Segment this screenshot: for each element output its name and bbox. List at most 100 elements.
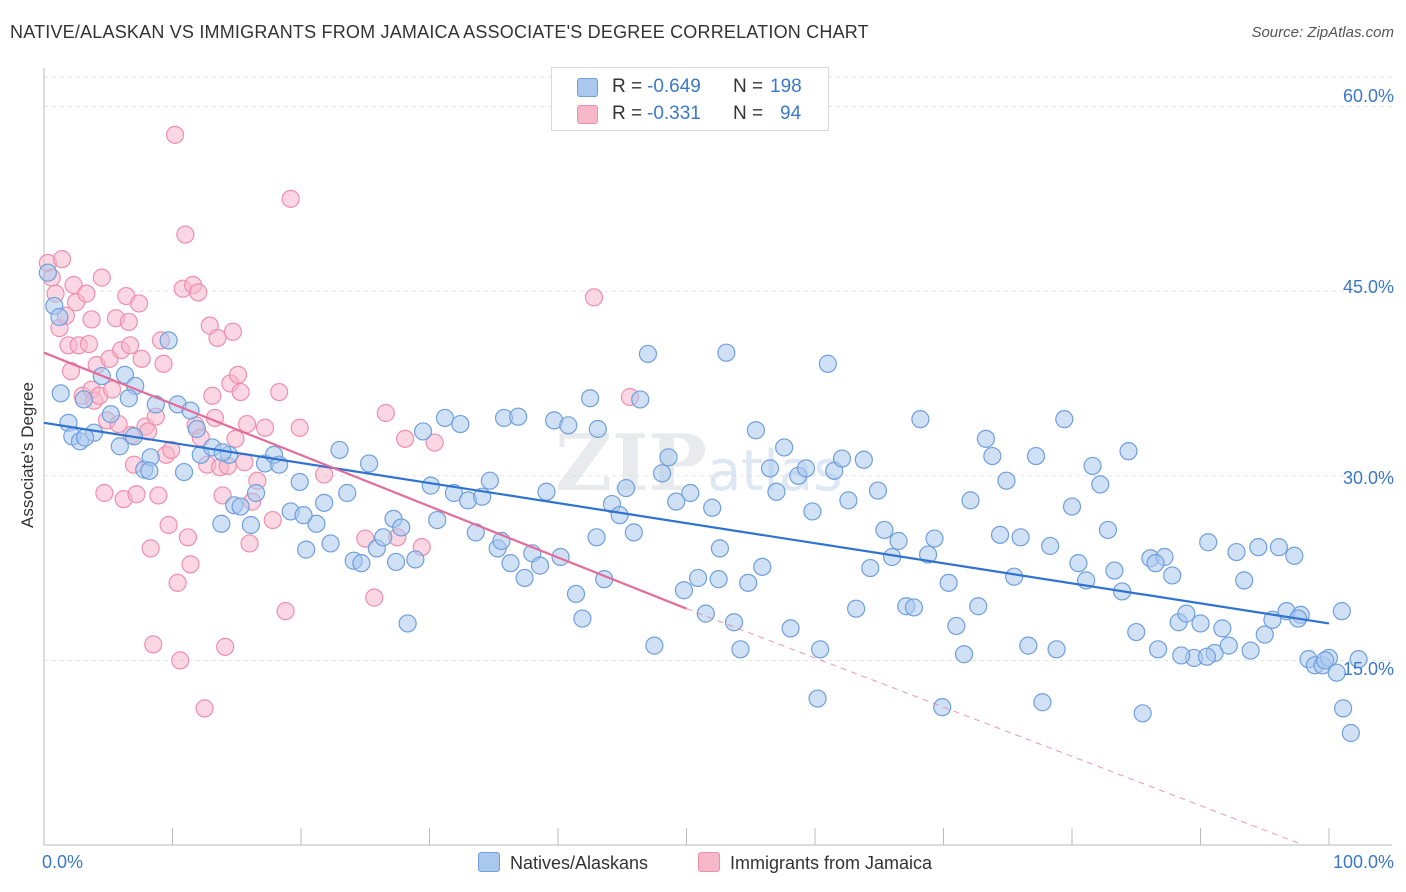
jamaica-point (165, 125, 185, 144)
natives-point (1098, 520, 1118, 540)
jamaica-point (129, 294, 149, 313)
jamaica-point (223, 322, 242, 341)
natives-point (1026, 446, 1046, 466)
natives-point (911, 410, 930, 429)
natives-point (74, 390, 93, 409)
y-tick-label: 30.0% (1342, 468, 1394, 488)
natives-point (746, 421, 765, 440)
y-tick-label: 15.0% (1342, 659, 1394, 679)
natives-point (983, 446, 1002, 466)
natives-point (624, 523, 643, 542)
natives-point (119, 389, 138, 408)
natives-point (559, 416, 578, 435)
source-label: Source: ZipAtlas.com (1251, 24, 1394, 41)
jamaica-point (213, 486, 232, 505)
jamaica-legend-swatch (698, 852, 720, 872)
jamaica-trend-extension (686, 608, 1304, 846)
natives-point (338, 483, 357, 503)
jamaica-point (231, 382, 250, 402)
n-label: N = (733, 103, 764, 124)
natives-point (392, 518, 411, 537)
natives-point (753, 557, 772, 576)
y-tick-label: 60.0% (1342, 86, 1394, 106)
natives-point (796, 459, 816, 478)
natives-point (330, 440, 349, 460)
natives-point (1197, 647, 1217, 666)
jamaica-point (144, 635, 163, 654)
natives-point (101, 405, 120, 424)
natives-point (110, 437, 129, 456)
natives-point (1146, 554, 1165, 573)
natives-point (645, 636, 664, 655)
natives-point (1119, 442, 1138, 461)
jamaica-point (178, 528, 198, 547)
natives-trend-line (43, 421, 1330, 625)
stats-row-jamaica: R = -0.331 N = 94 (552, 101, 828, 127)
jamaica-swatch (577, 105, 598, 124)
natives-point (1191, 614, 1210, 633)
x-tick-label-max: 100.0% (1332, 852, 1394, 872)
natives-legend-swatch (478, 852, 500, 872)
natives-point (954, 645, 974, 664)
natives-point (1255, 625, 1274, 644)
natives-point (1241, 641, 1260, 660)
jamaica-point (149, 486, 168, 505)
natives-point (38, 263, 57, 282)
natives-point (811, 640, 830, 659)
natives-point (710, 539, 730, 558)
natives-point (50, 307, 69, 327)
jamaica-point (270, 382, 289, 402)
natives-point (1105, 561, 1124, 580)
natives-point (530, 556, 550, 575)
natives-point (674, 581, 694, 600)
legend-item-jamaica[interactable]: Immigrants from Jamaica (698, 852, 932, 874)
natives-point (413, 422, 433, 441)
natives-point (587, 528, 606, 547)
natives-point (1334, 699, 1353, 718)
natives-point (1332, 602, 1351, 621)
natives-point (839, 491, 858, 510)
natives-point (731, 640, 750, 659)
jamaica-point (395, 429, 415, 448)
natives-point (1033, 693, 1052, 712)
jamaica-point (425, 433, 444, 452)
natives-point (808, 689, 827, 708)
natives-point (997, 471, 1016, 490)
natives-point (398, 614, 417, 633)
natives-point (231, 497, 250, 516)
jamaica-point (216, 637, 235, 656)
r-label: R = (612, 103, 643, 124)
legend-label: Natives/Alaskans (510, 853, 649, 873)
natives-point (709, 570, 728, 589)
natives-point (969, 597, 988, 616)
natives-point (1011, 528, 1030, 547)
jamaica-point (181, 555, 200, 574)
natives-point (290, 472, 309, 492)
natives-point (374, 528, 393, 547)
jamaica-point (52, 250, 72, 269)
natives-point (925, 529, 944, 548)
jamaica-point (226, 429, 245, 448)
natives-point (444, 483, 464, 503)
n-label: N = (733, 76, 764, 97)
natives-point (1172, 646, 1191, 665)
natives-point (1091, 475, 1110, 494)
natives-point (76, 428, 95, 447)
natives-point (1133, 704, 1152, 723)
natives-point (428, 510, 447, 530)
natives-point (832, 449, 852, 468)
legend-item-natives[interactable]: Natives/Alaskans (478, 852, 648, 874)
jamaica-point (119, 312, 138, 332)
jamaica-trend-line (43, 351, 687, 610)
natives-point (875, 520, 894, 540)
natives-point (187, 419, 207, 439)
natives-point (961, 491, 980, 510)
jamaica-point (92, 268, 111, 287)
natives-point (294, 506, 313, 525)
natives-point (315, 493, 334, 512)
natives-point (386, 552, 406, 572)
natives-point (681, 483, 700, 503)
natives-point (739, 573, 758, 592)
natives-point (515, 568, 534, 588)
